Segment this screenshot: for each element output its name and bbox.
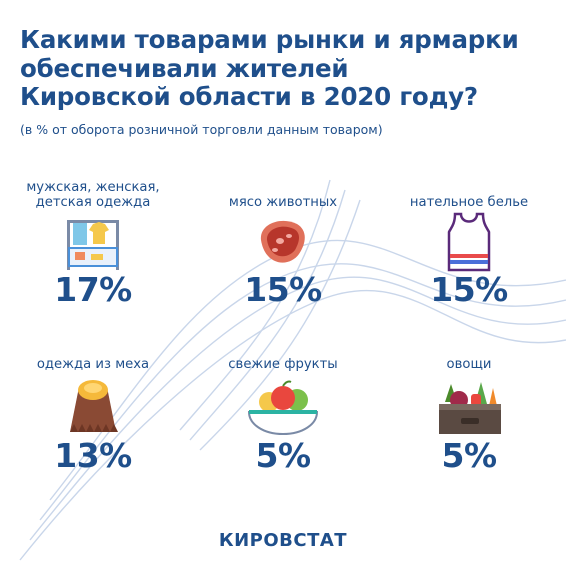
- title-line-3: Кировской области в 2020 году?: [20, 82, 478, 111]
- item-fur: одежда из меха 13%: [8, 340, 178, 474]
- page-title: Какими товарами рынки и ярмарки обеспечи…: [20, 25, 556, 112]
- label-line: нательное белье: [409, 195, 529, 210]
- fur-coat-icon: [70, 380, 118, 432]
- item-value: 15%: [430, 270, 508, 309]
- item-fruits: свежие фрукты 5%: [198, 340, 368, 474]
- item-value: 15%: [244, 270, 322, 309]
- item-value: 5%: [255, 436, 311, 475]
- title-line-2: обеспечивали жителей: [20, 53, 349, 83]
- page-subtitle: (в % от оборота розничной торговли данны…: [20, 122, 383, 137]
- label-line: одежда из меха: [36, 357, 150, 372]
- item-value: 5%: [441, 436, 497, 475]
- vegetable-crate-icon: [439, 382, 501, 434]
- footer-brand: КИРОВСТАТ: [218, 530, 348, 551]
- tank-top-icon: [447, 212, 491, 272]
- item-meat: мясо животных 15%: [198, 178, 368, 308]
- label-line: свежие фрукты: [228, 357, 338, 372]
- fruit-bowl-icon: [247, 380, 319, 436]
- item-value: 17%: [54, 270, 132, 309]
- meat-steak-icon: [260, 220, 305, 263]
- label-line: овощи: [446, 357, 492, 372]
- item-value: 13%: [54, 436, 132, 475]
- item-underwear: нательное белье 15%: [384, 178, 554, 308]
- title-line-1: Какими товарами рынки и ярмарки: [20, 25, 519, 54]
- label-line: мясо животных: [228, 195, 338, 210]
- label-line: мужская, женская,: [26, 180, 160, 195]
- clothes-rack-icon: [67, 220, 119, 270]
- item-label: мясо животных: [198, 178, 368, 210]
- label-line: детская одежда: [35, 195, 151, 210]
- item-vegetables: овощи 5%: [384, 340, 554, 474]
- item-clothing: мужская, женская, детская одежда 17%: [8, 178, 178, 308]
- item-label: свежие фрукты: [198, 340, 368, 372]
- item-label: овощи: [384, 340, 554, 372]
- item-label: одежда из меха: [8, 340, 178, 372]
- item-label: нательное белье: [384, 178, 554, 210]
- item-label: мужская, женская, детская одежда: [8, 178, 178, 210]
